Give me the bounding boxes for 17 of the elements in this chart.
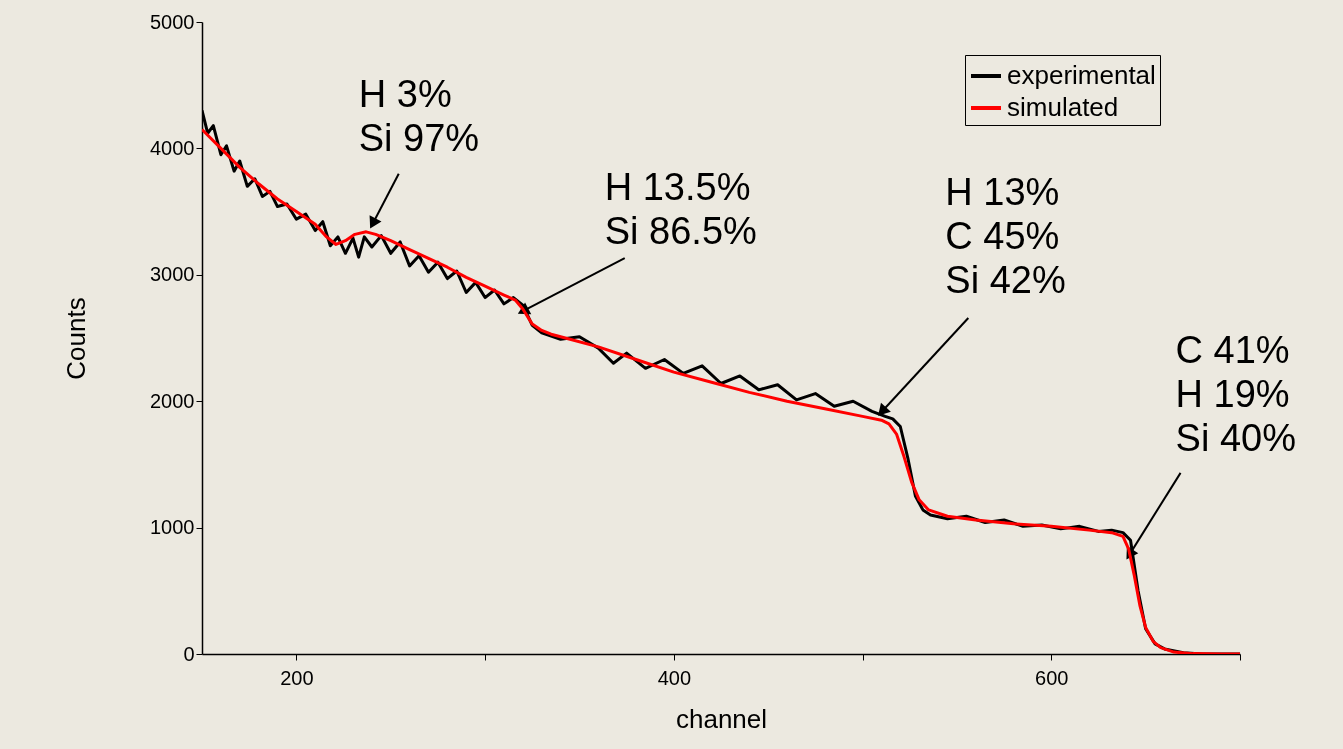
- annotation: H 3% Si 97%: [358, 72, 480, 159]
- y-tick-label: 2000: [150, 389, 195, 412]
- legend-label: simulated: [1007, 92, 1119, 122]
- x-tick-label: 400: [657, 666, 692, 689]
- x-axis-title: channel: [675, 703, 768, 734]
- legend-label: experimental: [1007, 60, 1156, 90]
- x-tick-label: 200: [280, 666, 314, 689]
- y-tick-label: 3000: [150, 263, 195, 286]
- y-tick-label: 1000: [150, 516, 195, 539]
- x-tick-label: 600: [1035, 666, 1069, 689]
- y-tick-label: 0: [183, 642, 195, 665]
- y-tick-label: 4000: [150, 136, 195, 159]
- annotation: C 41% H 19% Si 40%: [1175, 328, 1296, 459]
- y-tick-label: 5000: [150, 10, 195, 33]
- y-axis-title: Counts: [61, 297, 92, 380]
- annotation: H 13.5% Si 86.5%: [604, 166, 757, 253]
- annotation: H 13% C 45% Si 42%: [945, 171, 1066, 302]
